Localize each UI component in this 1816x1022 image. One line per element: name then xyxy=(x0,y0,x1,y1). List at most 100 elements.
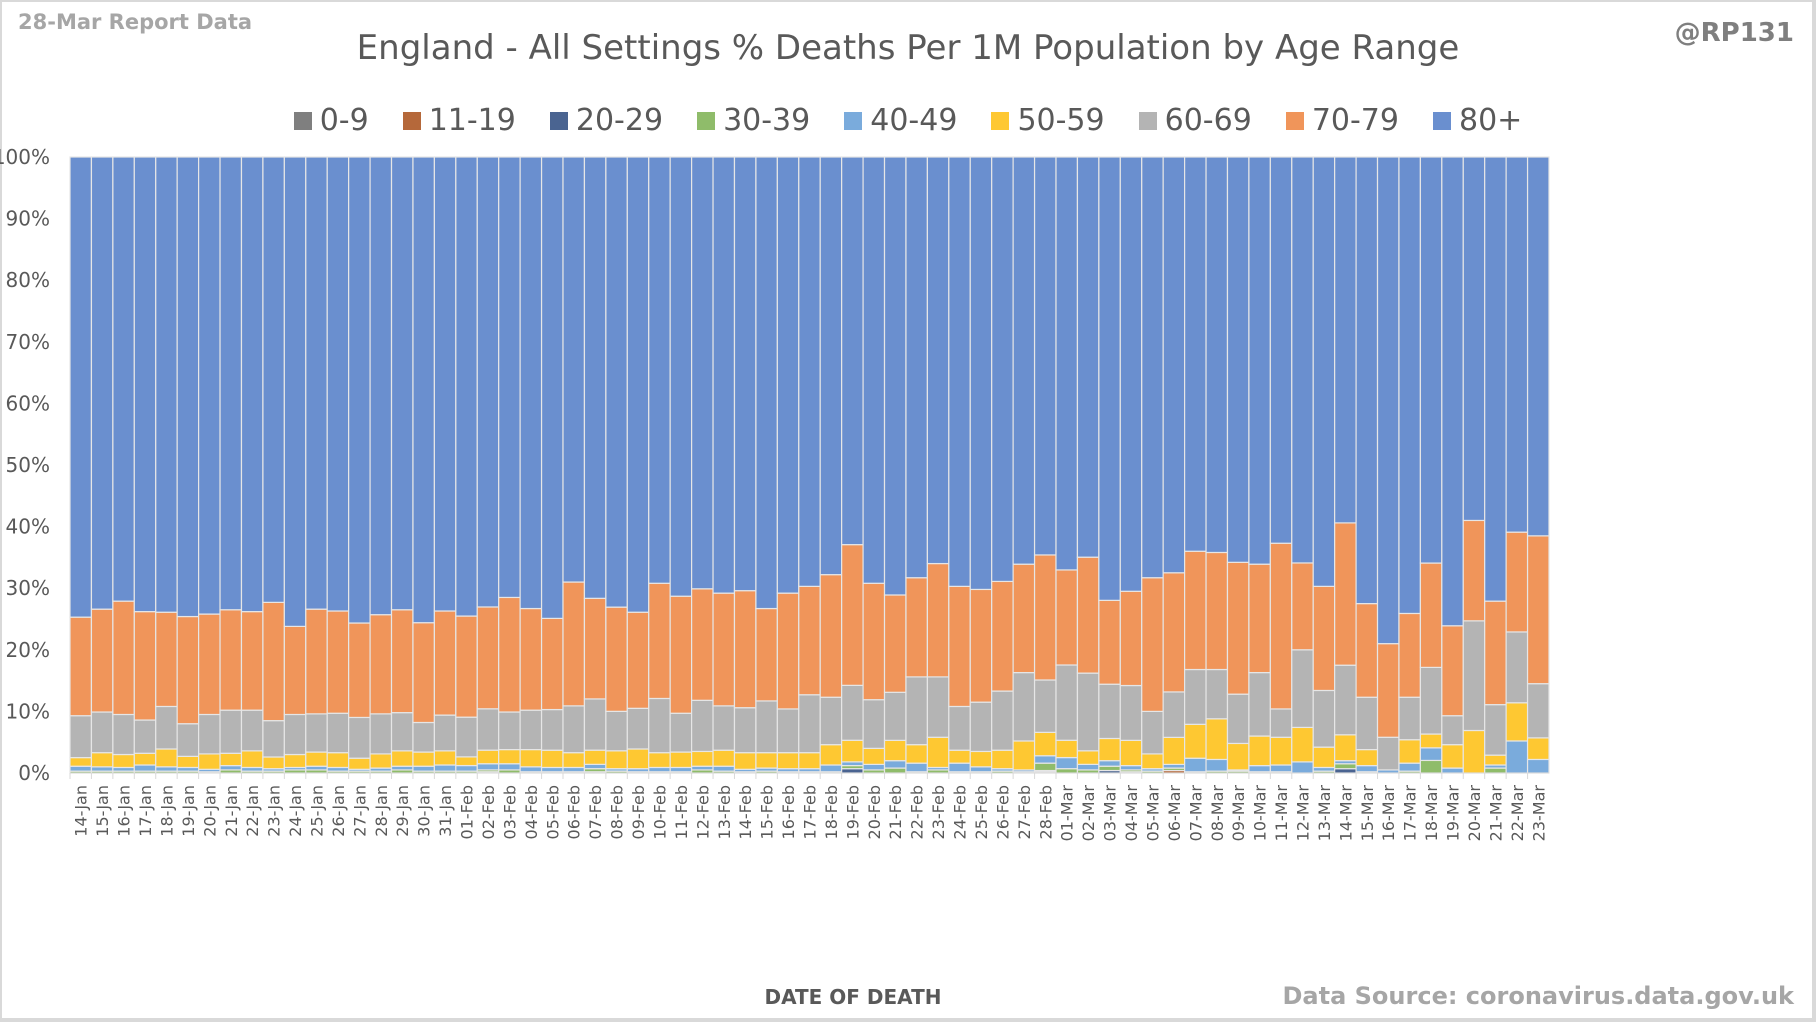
bar-segment-70-79-03-Feb xyxy=(498,596,521,713)
legend-label: 70-79 xyxy=(1311,103,1399,138)
x-tick-label: 11-Feb xyxy=(672,785,691,839)
bar-segment-80+-20-Feb xyxy=(862,156,886,584)
bar-segment-80+-18-Jan xyxy=(155,156,178,613)
bar-segment-70-79-11-Mar xyxy=(1269,542,1293,710)
bar-segment-80+-07-Feb xyxy=(583,156,607,599)
bar-segment-50-59-14-Mar xyxy=(1334,734,1357,762)
legend-swatch xyxy=(1433,111,1451,130)
bar-segment-50-59-09-Feb xyxy=(626,748,650,770)
x-tick-label: 20-Mar xyxy=(1465,785,1484,842)
bar-segment-70-79-04-Feb xyxy=(519,607,543,711)
x-tick-label: 19-Feb xyxy=(843,785,862,839)
bar-segment-60-69-23-Jan xyxy=(262,720,285,758)
bar-segment-50-59-23-Jan xyxy=(262,756,285,770)
bar-segment-80+-20-Jan xyxy=(198,156,221,615)
bar-segment-80+-28-Jan xyxy=(369,156,393,616)
bar-segment-60-69-25-Jan xyxy=(305,713,328,753)
bar-segment-80+-05-Mar xyxy=(1141,156,1164,579)
legend-label: 40-49 xyxy=(870,103,958,138)
bar-segment-70-79-31-Jan xyxy=(433,610,457,716)
bar-segment-70-79-06-Mar xyxy=(1162,572,1186,693)
y-tick-label: 10% xyxy=(6,699,50,723)
bar-segment-70-79-01-Mar xyxy=(1055,569,1079,666)
bar-segment-40-49-21-Feb xyxy=(883,760,907,769)
bar-segment-60-69-25-Feb xyxy=(969,701,993,753)
bar-segment-60-69-12-Mar xyxy=(1291,649,1314,729)
bar-segment-60-69-24-Feb xyxy=(948,705,971,751)
bar-segment-70-79-17-Jan xyxy=(133,611,157,721)
x-tick-label: 03-Mar xyxy=(1101,785,1120,842)
x-tick-label: 08-Mar xyxy=(1208,785,1227,842)
bar-segment-70-79-18-Feb xyxy=(819,574,843,698)
legend-swatch xyxy=(697,111,716,130)
legend-label: 60-69 xyxy=(1164,103,1252,138)
bar-segment-70-79-23-Jan xyxy=(262,601,285,722)
bar-segment-80+-30-Jan xyxy=(412,156,435,624)
bar-segment-50-59-21-Jan xyxy=(219,752,243,767)
x-tick-label: 21-Feb xyxy=(886,785,905,839)
bar-segment-50-59-17-Mar xyxy=(1398,739,1421,764)
x-tick-label: 25-Feb xyxy=(972,785,991,839)
x-tick-label: 01-Feb xyxy=(458,785,477,839)
bar-segment-70-79-20-Jan xyxy=(198,613,221,716)
bar-segment-60-69-03-Feb xyxy=(498,711,521,751)
x-tick-label: 13-Mar xyxy=(1315,785,1334,842)
bar-segment-70-79-07-Mar xyxy=(1184,550,1207,671)
bar-segment-50-59-31-Jan xyxy=(433,750,457,766)
bar-segment-40-49-03-Mar xyxy=(1098,760,1121,767)
bar-segment-50-59-17-Feb xyxy=(798,752,821,770)
bar-segment-80+-28-Feb xyxy=(1033,156,1057,556)
x-tick-label: 28-Jan xyxy=(372,785,391,837)
bar-segment-60-69-10-Mar xyxy=(1248,671,1271,737)
bar-segment-40-49-22-Mar xyxy=(1505,740,1529,774)
bar-segment-70-79-22-Mar xyxy=(1505,531,1529,633)
bar-segment-40-49-15-Jan xyxy=(90,766,114,772)
bar-segment-40-49-22-Feb xyxy=(905,762,928,773)
bar-segment-50-59-29-Jan xyxy=(390,750,414,767)
bar-segment-50-59-06-Mar xyxy=(1162,736,1186,766)
bar-segment-40-49-21-Jan xyxy=(219,765,243,771)
bar-segment-50-59-08-Mar xyxy=(1205,718,1229,761)
y-tick-label: 60% xyxy=(6,391,50,415)
bar-segment-40-49-03-Feb xyxy=(498,763,521,771)
bar-segment-80+-16-Feb xyxy=(776,156,800,594)
bar-segment-50-59-05-Mar xyxy=(1141,753,1164,770)
bar-segment-50-59-01-Mar xyxy=(1055,739,1079,759)
bar-segment-50-59-20-Mar xyxy=(1462,729,1486,774)
x-tick-label: 03-Feb xyxy=(500,785,519,839)
bar-segment-80+-23-Feb xyxy=(926,156,950,565)
x-tick-label: 13-Feb xyxy=(715,785,734,839)
bar-segment-60-69-14-Jan xyxy=(69,715,93,759)
legend-label: 11-19 xyxy=(428,103,516,138)
legend-item-50-59: 50-59 xyxy=(991,103,1105,138)
bar-segment-60-69-27-Feb xyxy=(1012,671,1036,742)
legend-swatch xyxy=(293,111,312,130)
bar-segment-60-69-16-Mar xyxy=(1376,736,1400,771)
bar-segment-70-79-21-Jan xyxy=(219,609,243,711)
x-tick-label: 06-Mar xyxy=(1165,785,1184,842)
bar-segment-40-49-10-Mar xyxy=(1248,765,1271,773)
legend-item-60-69: 60-69 xyxy=(1138,103,1252,138)
bar-segment-80+-24-Jan xyxy=(283,156,307,627)
y-tick-label: 70% xyxy=(6,330,50,354)
x-tick-label: 15-Jan xyxy=(93,785,112,837)
bar-segment-50-59-19-Jan xyxy=(176,755,200,769)
bar-segment-60-69-19-Feb xyxy=(841,684,864,741)
bar-segment-60-69-31-Jan xyxy=(433,714,457,752)
bar-segment-80+-04-Feb xyxy=(519,156,543,610)
bar-segment-80+-17-Feb xyxy=(798,156,821,587)
bar-segment-30-39-21-Mar xyxy=(1484,767,1507,774)
x-tick-label: 18-Jan xyxy=(157,785,176,837)
bar-segment-70-79-04-Mar xyxy=(1119,590,1143,687)
bar-segment-70-79-13-Mar xyxy=(1312,585,1336,692)
bar-segment-80+-27-Feb xyxy=(1012,156,1036,565)
bar-segment-70-79-10-Mar xyxy=(1248,563,1271,674)
bar-segment-80+-03-Mar xyxy=(1098,156,1121,601)
bar-segment-50-59-28-Feb xyxy=(1033,731,1057,757)
bar-segment-50-59-01-Feb xyxy=(455,756,478,767)
legend-swatch xyxy=(402,111,421,130)
bar-segment-60-69-05-Feb xyxy=(540,708,564,751)
bar-segment-60-69-26-Feb xyxy=(991,690,1014,751)
bar-segment-80+-02-Mar xyxy=(1076,156,1100,558)
